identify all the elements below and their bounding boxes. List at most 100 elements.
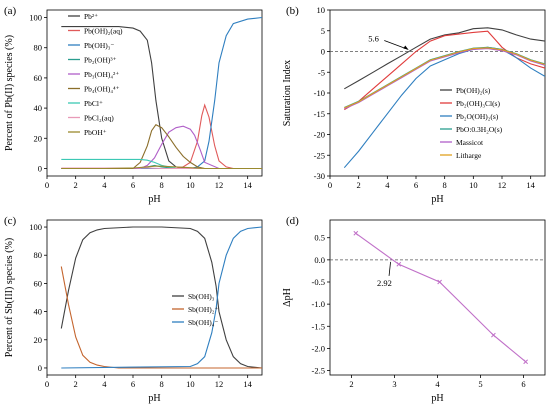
legend-label: Sb(OH)₂⁺ <box>188 305 218 314</box>
x-tick-label: 0 <box>45 379 49 389</box>
y-axis-label: ΔpH <box>282 288 293 307</box>
series-line-3 <box>61 226 262 369</box>
data-point-marker <box>353 230 359 236</box>
y-tick-label: 60 <box>34 278 43 288</box>
y-tick-label: 10 <box>317 5 326 15</box>
annotation-label: 2.92 <box>377 278 392 288</box>
y-tick-label: 0.0 <box>314 255 325 265</box>
y-tick-label: 80 <box>34 43 43 53</box>
y-tick-label: 20 <box>34 133 43 143</box>
chart-panel-1: (a) 0 2 4 6 8 10 12 14 0 20 40 60 80 100 pH Percent of P… <box>4 5 263 205</box>
x-tick-label: 0 <box>45 180 49 190</box>
y-tick-label: -25 <box>314 150 325 160</box>
legend-label: Pb₃(OH)₄²⁺ <box>84 70 119 79</box>
legend-label: Litharge <box>456 151 482 160</box>
x-tick-label: 8 <box>160 180 164 190</box>
x-tick-label: 4 <box>385 180 390 190</box>
x-tick-label: 4 <box>102 180 107 190</box>
legend-label: PbCl⁺ <box>84 99 103 108</box>
x-tick-label: 14 <box>243 379 252 389</box>
x-tick-label: 14 <box>243 180 252 190</box>
legend: Pb²⁺ Pb(OH)₂(aq) Pb(OH)₃⁻ Pb₂(OH)³⁺ Pb₃(OH)₄… <box>68 12 123 137</box>
x-tick-label: 5 <box>478 379 482 389</box>
plot-frame <box>329 9 546 177</box>
y-tick-label: 0.5 <box>314 233 325 243</box>
legend-label: Pb(OH)₃⁻ <box>84 41 114 50</box>
annotation-arrowhead <box>403 45 409 50</box>
legend-label: Pb(OH)₂(s) <box>456 86 491 95</box>
x-tick-label: 6 <box>131 180 135 190</box>
series-line-3 <box>343 46 545 169</box>
series-line-5 <box>61 125 262 170</box>
legend-label: PbO:0.3H₂O(s) <box>456 125 503 134</box>
x-tick-label: 2 <box>74 379 78 389</box>
panel-label: (c) <box>4 215 17 227</box>
legend-label: Pb(OH)₂(aq) <box>84 27 123 36</box>
y-tick-label: 40 <box>34 307 43 317</box>
x-axis-label: pH <box>431 393 443 404</box>
panel-label: (b) <box>286 5 299 17</box>
x-tick-label: 4 <box>102 379 107 389</box>
x-tick-label: 10 <box>186 180 195 190</box>
legend: Sb(OH)₃ Sb(OH)₂⁺ Sb(OH)₄⁻ <box>172 292 218 327</box>
y-tick-label: -15 <box>314 109 325 119</box>
y-tick-label: -2.5 <box>312 366 325 376</box>
x-tick-label: 3 <box>392 379 396 389</box>
y-tick-label: -2.0 <box>312 343 325 353</box>
y-axis-label: Saturation Index <box>282 60 293 126</box>
legend-label: Pb²⁺ <box>84 12 98 21</box>
x-tick-label: 14 <box>526 180 535 190</box>
y-tick-label: -5 <box>318 67 325 77</box>
y-tick-label: -10 <box>314 88 325 98</box>
y-tick-label: -0.5 <box>312 277 325 287</box>
y-tick-label: 40 <box>34 103 43 113</box>
x-tick-label: 2 <box>74 180 78 190</box>
legend-label: PbCl₂(aq) <box>84 114 114 123</box>
series-line-6 <box>344 47 545 109</box>
legend-label: Pb₂(OH)₃Cl(s) <box>456 99 500 108</box>
data-point-marker <box>437 279 443 285</box>
y-tick-label: 0 <box>38 363 42 373</box>
legend-label: Massicot <box>456 138 484 147</box>
x-tick-label: 6 <box>414 180 418 190</box>
x-tick-label: 6 <box>521 379 525 389</box>
annotation-arrow <box>388 261 391 276</box>
y-tick-label: 100 <box>29 13 42 23</box>
data-point-marker <box>396 261 402 267</box>
legend-label: Pb₂(OH)³⁺ <box>84 56 117 65</box>
y-tick-label: -1.0 <box>312 299 325 309</box>
series-line-5 <box>344 48 545 110</box>
x-tick-label: 0 <box>328 180 332 190</box>
x-axis-label: pH <box>148 194 160 205</box>
y-tick-label: 60 <box>34 73 43 83</box>
y-tick-label: 100 <box>29 222 42 232</box>
annotation-label: 5.6 <box>368 34 379 44</box>
plot-frame <box>46 219 263 376</box>
series-line-1 <box>355 232 526 363</box>
x-tick-label: 10 <box>186 379 195 389</box>
legend-label: Pb₄(OH)₄⁴⁺ <box>84 85 120 94</box>
x-tick-label: 4 <box>435 379 440 389</box>
chart-panel-4: (d) 2 3 4 5 6 0.5 0.0 -0.5 -1.0 -1.5 -2.0 -2.5 pH ΔpH 2… <box>282 215 546 404</box>
series-line-1 <box>60 226 262 369</box>
y-tick-label: -1.5 <box>312 321 325 331</box>
x-tick-label: 6 <box>131 379 135 389</box>
panel-label: (a) <box>4 5 17 17</box>
chart-panel-3: (c) 0 2 4 6 8 10 12 14 0 20 40 60 80 100 pH Percent of S… <box>4 215 263 404</box>
y-tick-label: 5 <box>321 26 325 36</box>
legend-label: Pb₂O(OH)₂(s) <box>456 112 499 121</box>
x-tick-label: 8 <box>160 379 164 389</box>
x-tick-label: 10 <box>469 180 478 190</box>
x-tick-label: 8 <box>443 180 447 190</box>
series-line-1 <box>344 27 545 90</box>
x-tick-label: 12 <box>215 379 224 389</box>
legend-label: Sb(OH)₄⁻ <box>188 318 218 327</box>
plot-frame <box>46 9 263 177</box>
chart-panel-2: (b) 0 2 4 6 8 10 12 14 10 5 0 -5 -10 -15 -20 -25 -30 pH Sat… <box>282 5 546 205</box>
legend-label: Sb(OH)₃ <box>188 292 215 301</box>
x-tick-label: 12 <box>215 180 224 190</box>
series-line-9 <box>61 165 262 170</box>
legend-label: PbOH⁺ <box>84 128 107 137</box>
y-tick-label: 80 <box>34 250 43 260</box>
x-tick-label: 2 <box>349 379 353 389</box>
